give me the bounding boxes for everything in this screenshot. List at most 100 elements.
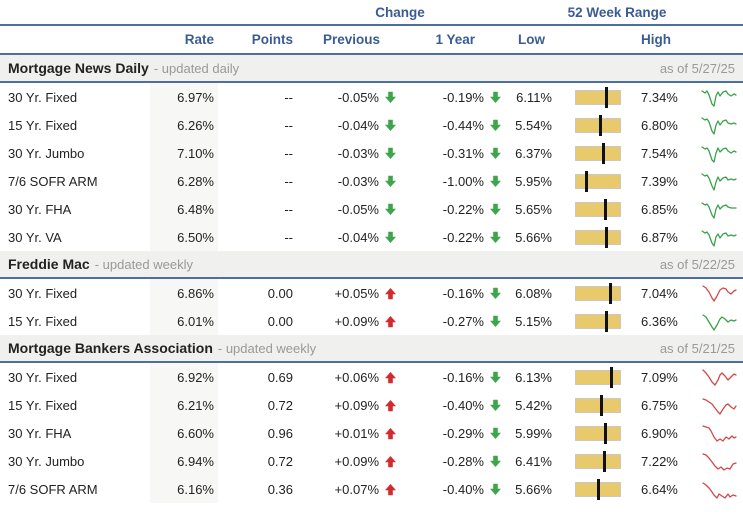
rate-column-header: Rate xyxy=(184,32,214,47)
previous-change-cell: +0.09% xyxy=(295,447,400,475)
range-bar-cell xyxy=(557,139,640,167)
rate-trend-sparkline-icon xyxy=(701,230,737,247)
range-bar-cell xyxy=(557,279,640,307)
arrow-down-icon xyxy=(490,287,501,299)
52-week-low-value: 6.08% xyxy=(515,285,552,301)
low-column-header: Low xyxy=(518,32,545,47)
one-year-change-value: -1.00% xyxy=(442,173,484,189)
current-rate-marker xyxy=(585,170,589,192)
previous-change-value: +0.05% xyxy=(334,285,379,301)
rates-section: Mortgage Bankers Association - updated w… xyxy=(0,335,743,503)
range-bar-cell xyxy=(557,307,640,335)
previous-change-cell: +0.09% xyxy=(295,307,400,335)
52-week-range-bar xyxy=(575,226,621,248)
rates-section: Mortgage News Daily - updated daily as o… xyxy=(0,55,743,251)
previous-change-value: +0.07% xyxy=(334,481,379,497)
previous-change-cell: +0.09% xyxy=(295,391,400,419)
52-week-low-value: 5.54% xyxy=(515,117,552,133)
52-week-range-bar xyxy=(575,114,621,136)
52-week-range-bar xyxy=(575,478,621,500)
rate-trend-sparkline-icon xyxy=(702,425,737,442)
arrow-down-icon xyxy=(385,91,396,103)
section-title: Mortgage News Daily xyxy=(8,60,149,76)
one-year-change-value: -0.44% xyxy=(442,117,484,133)
arrow-down-icon xyxy=(490,455,501,467)
rate-trend-sparkline-icon xyxy=(701,117,737,135)
range-bar-cell xyxy=(557,475,640,503)
sparkline-cell xyxy=(700,167,743,195)
sparkline-cell xyxy=(700,475,743,503)
rate-value: 6.50% xyxy=(150,223,218,251)
52-week-high-value: 7.39% xyxy=(641,173,678,189)
section-update-frequency: - updated weekly xyxy=(94,256,193,272)
previous-change-value: +0.06% xyxy=(334,369,379,385)
table-row: 30 Yr. Jumbo 6.94% 0.72 +0.09% -0.28% 6.… xyxy=(0,447,743,475)
52-week-range-bar xyxy=(575,170,621,192)
current-rate-marker xyxy=(600,394,604,416)
points-value: -- xyxy=(284,229,293,245)
one-year-change-value: -0.31% xyxy=(442,145,484,161)
arrow-up-icon xyxy=(385,483,396,495)
current-rate-marker xyxy=(604,226,608,248)
one-year-change-cell: -0.16% xyxy=(400,279,505,307)
52-week-range-bar xyxy=(575,366,621,388)
previous-change-cell: +0.05% xyxy=(295,279,400,307)
loan-type-label: 30 Yr. Jumbo xyxy=(8,145,85,161)
points-value: -- xyxy=(284,201,293,217)
52-week-low-value: 6.13% xyxy=(515,369,552,385)
sparkline-cell xyxy=(700,363,743,391)
current-rate-marker xyxy=(603,422,607,444)
one-year-change-cell: -0.27% xyxy=(400,307,505,335)
52-week-high-value: 7.22% xyxy=(641,453,678,469)
52-week-high-value: 7.54% xyxy=(641,145,678,161)
52-week-range-bar xyxy=(575,450,621,472)
one-year-change-value: -0.28% xyxy=(442,453,484,469)
change-group-header: Change xyxy=(375,4,425,20)
range-bar-cell xyxy=(557,391,640,419)
group-header-row: Change 52 Week Range xyxy=(0,0,743,26)
sparkline-cell xyxy=(700,223,743,251)
points-value: 0.72 xyxy=(267,397,293,413)
arrow-down-icon xyxy=(490,315,501,327)
previous-change-value: +0.09% xyxy=(334,397,379,413)
rate-value: 6.92% xyxy=(150,363,218,391)
rate-value: 6.16% xyxy=(150,475,218,503)
one-year-change-cell: -0.28% xyxy=(400,447,505,475)
current-rate-marker xyxy=(601,142,605,164)
arrow-down-icon xyxy=(490,119,501,131)
section-header: Mortgage Bankers Association - updated w… xyxy=(0,335,743,363)
rates-section: Freddie Mac - updated weekly as of 5/22/… xyxy=(0,251,743,335)
52-week-range-bar xyxy=(575,422,621,444)
rate-trend-sparkline-icon xyxy=(701,146,737,163)
sparkline-cell xyxy=(700,307,743,335)
table-row: 30 Yr. VA 6.50% -- -0.04% -0.22% 5.66% 6… xyxy=(0,223,743,251)
current-rate-marker xyxy=(604,198,608,220)
loan-type-label: 30 Yr. Jumbo xyxy=(8,453,85,469)
current-rate-marker xyxy=(609,366,613,388)
previous-change-cell: +0.01% xyxy=(295,419,400,447)
previous-column-header: Previous xyxy=(322,32,380,47)
arrow-down-icon xyxy=(490,427,501,439)
52-week-high-value: 6.36% xyxy=(641,313,678,329)
previous-change-value: -0.04% xyxy=(337,229,379,245)
table-row: 30 Yr. FHA 6.60% 0.96 +0.01% -0.29% 5.99… xyxy=(0,419,743,447)
rate-value: 6.21% xyxy=(150,391,218,419)
range-bar-cell xyxy=(557,83,640,111)
previous-change-value: -0.05% xyxy=(337,89,379,105)
one-year-change-cell: -0.22% xyxy=(400,223,505,251)
points-value: -- xyxy=(284,89,293,105)
previous-change-value: +0.09% xyxy=(334,453,379,469)
52-week-range-bar xyxy=(575,282,621,304)
one-year-change-cell: -0.29% xyxy=(400,419,505,447)
one-year-change-value: -0.16% xyxy=(442,285,484,301)
previous-change-cell: -0.03% xyxy=(295,167,400,195)
previous-change-cell: -0.03% xyxy=(295,139,400,167)
rate-trend-sparkline-icon xyxy=(701,202,737,219)
sparkline-cell xyxy=(700,195,743,223)
table-row: 30 Yr. Fixed 6.97% -- -0.05% -0.19% 6.11… xyxy=(0,83,743,111)
arrow-up-icon xyxy=(385,371,396,383)
range-bar-cell xyxy=(557,111,640,139)
loan-type-label: 30 Yr. Fixed xyxy=(8,285,78,301)
one-year-change-cell: -0.31% xyxy=(400,139,505,167)
arrow-down-icon xyxy=(490,483,501,495)
